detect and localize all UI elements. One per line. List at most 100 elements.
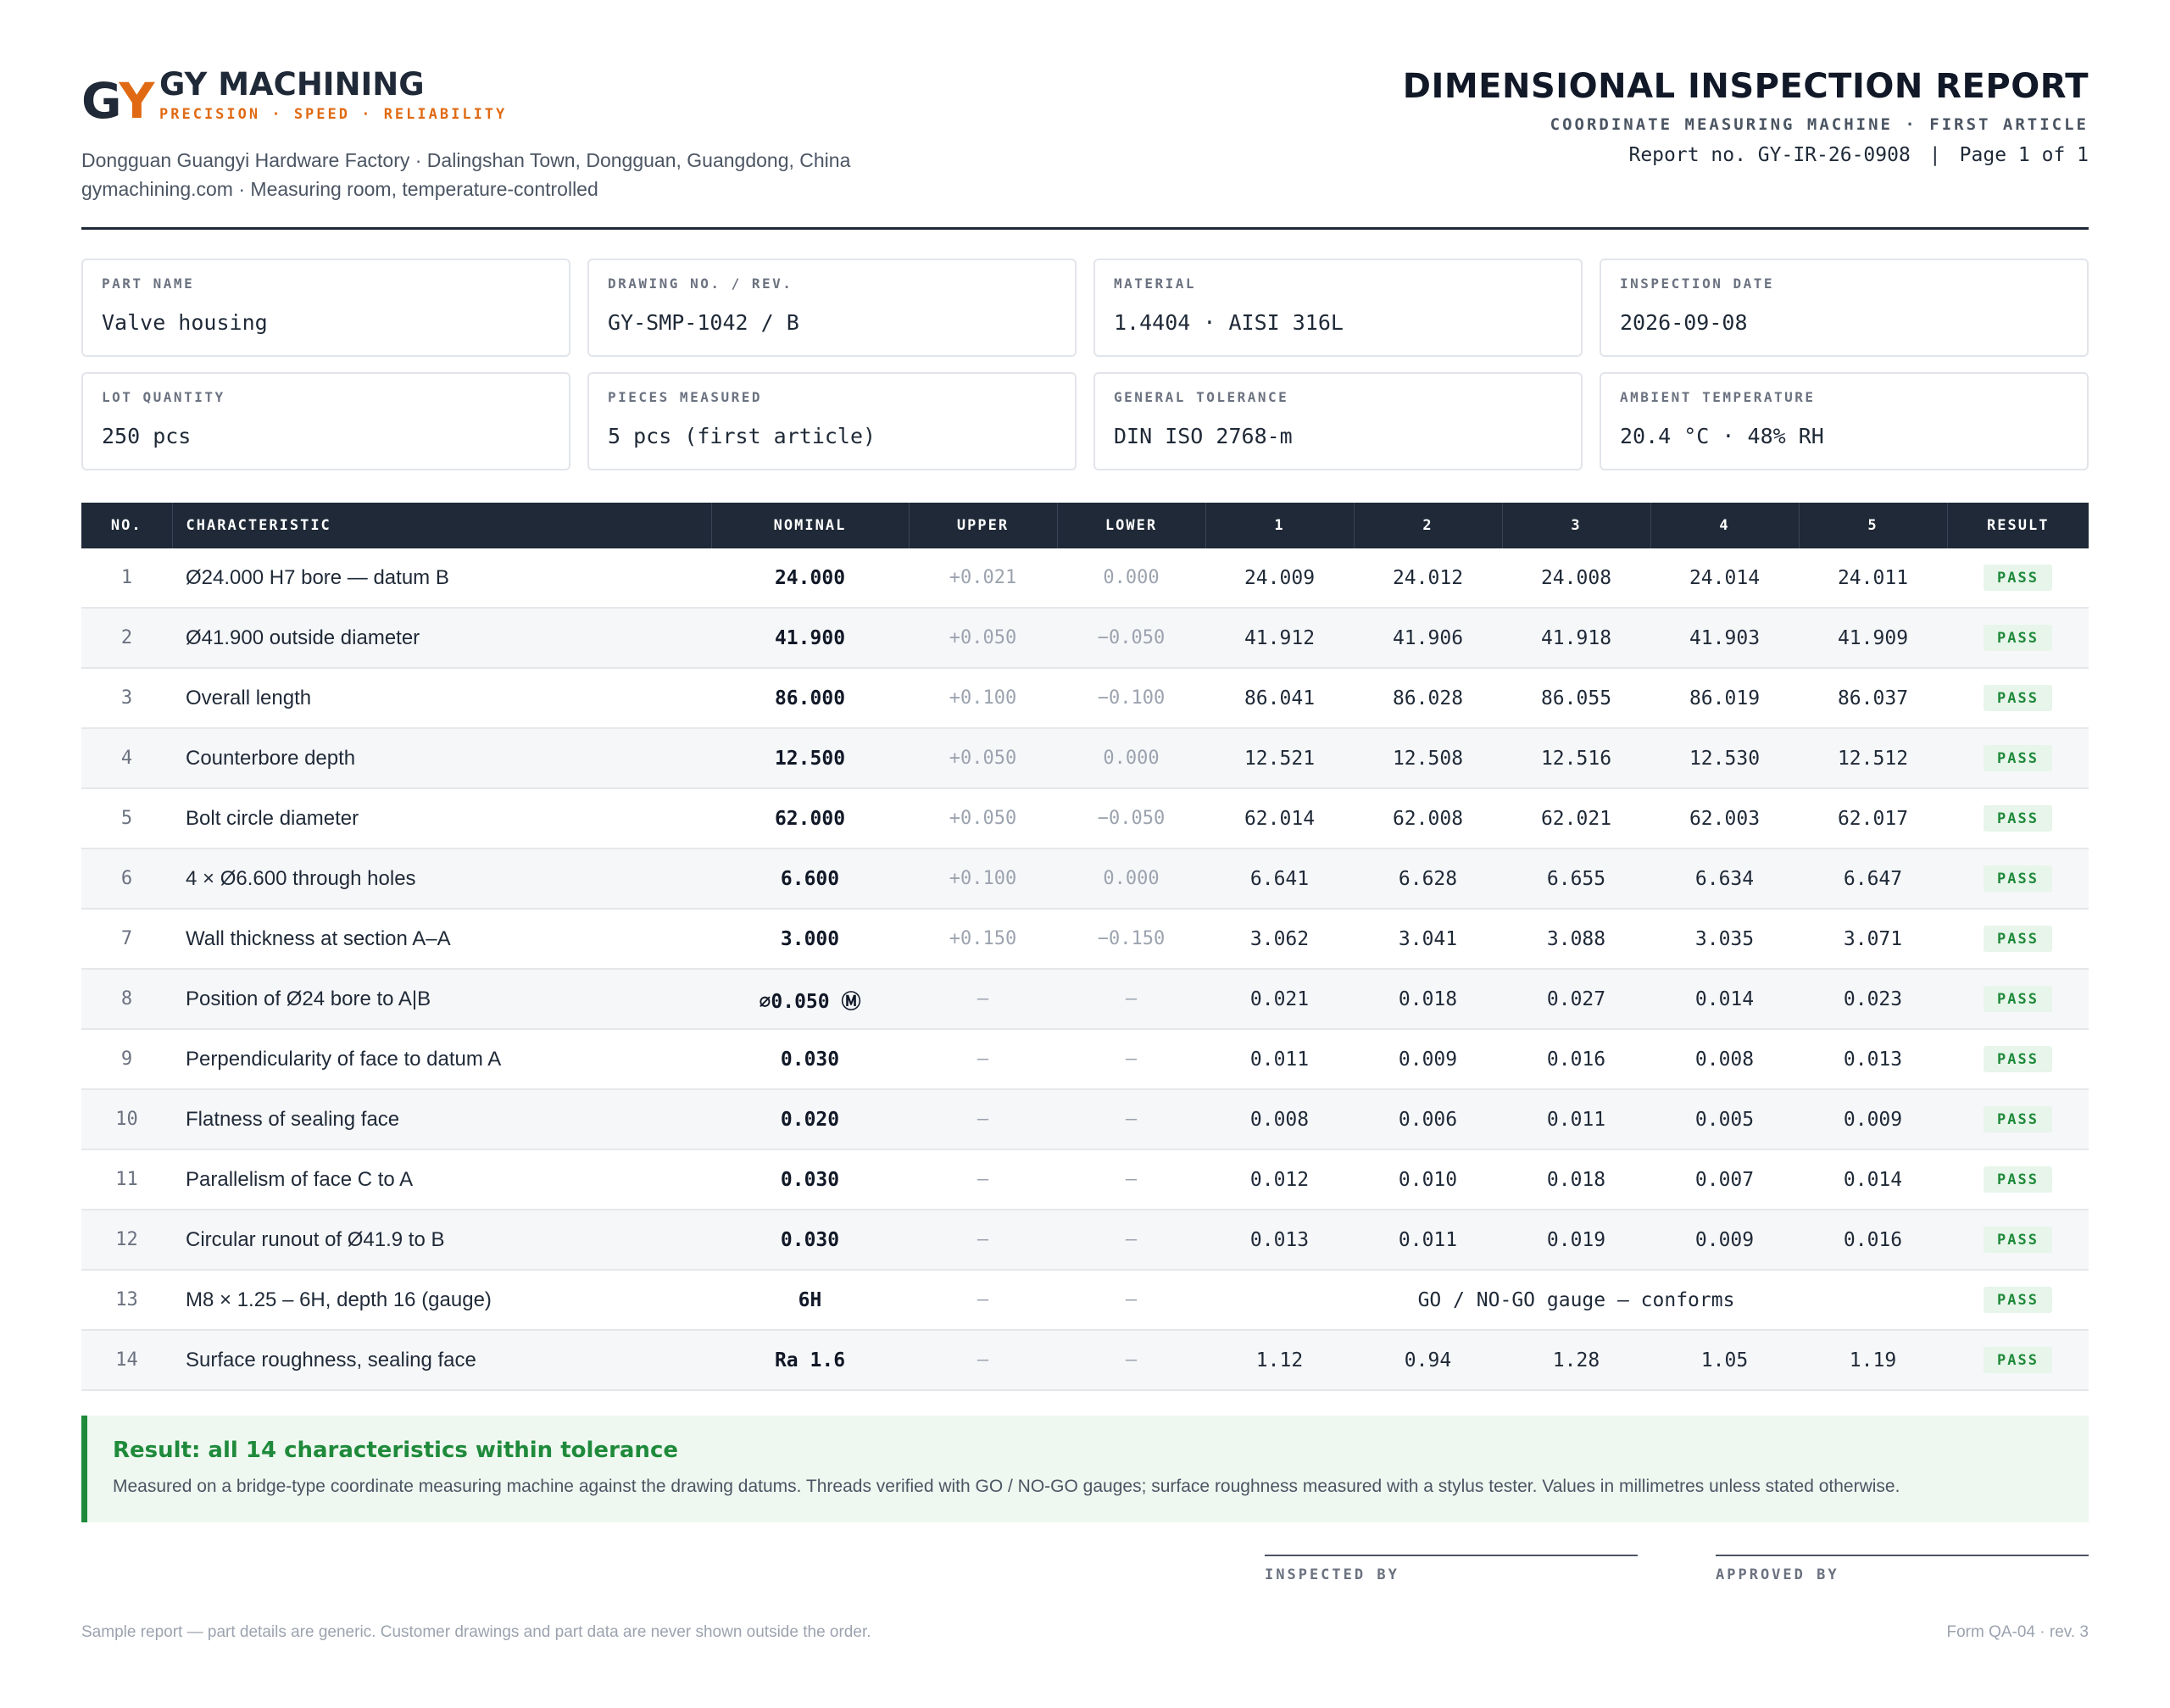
cell-measurement-4: 0.005 bbox=[1650, 1089, 1799, 1150]
info-card-lot-quantity: LOT QUANTITY 250 pcs bbox=[81, 372, 570, 470]
cell-measurement-2: 6.628 bbox=[1354, 848, 1502, 910]
cell-measurement-2: 0.010 bbox=[1354, 1149, 1502, 1210]
col-header-piece-5: 5 bbox=[1798, 503, 1947, 548]
cell-result: PASS bbox=[1947, 788, 2089, 849]
cell-result: PASS bbox=[1947, 728, 2089, 789]
cell-lower-tolerance: −0.100 bbox=[1057, 668, 1205, 729]
cell-measurement-1: 24.009 bbox=[1205, 548, 1354, 609]
pass-badge: PASS bbox=[1984, 1227, 2052, 1253]
company-address: Dongguan Guangyi Hardware Factory · Dali… bbox=[81, 146, 850, 203]
cell-lower-tolerance: – bbox=[1057, 969, 1205, 1030]
cell-lower-tolerance: – bbox=[1057, 1149, 1205, 1210]
pass-badge: PASS bbox=[1984, 1287, 2052, 1313]
cell-measurement-3: 1.28 bbox=[1502, 1330, 1650, 1391]
cell-measurement-5: 0.013 bbox=[1799, 1029, 1947, 1090]
signature-inspected: INSPECTED BY bbox=[1265, 1555, 1638, 1583]
address-line-2: gymachining.com · Measuring room, temper… bbox=[81, 178, 598, 200]
cell-measurement-3: 3.088 bbox=[1502, 909, 1650, 970]
cell-no: 13 bbox=[81, 1270, 172, 1331]
cell-measurement-5: 3.071 bbox=[1799, 909, 1947, 970]
cell-characteristic: 4 × Ø6.600 through holes bbox=[172, 848, 711, 910]
cell-measurement-4: 86.019 bbox=[1650, 668, 1799, 729]
info-card-part-name: PART NAME Valve housing bbox=[81, 259, 570, 357]
pass-badge: PASS bbox=[1984, 1106, 2052, 1132]
cell-upper-tolerance: – bbox=[909, 1149, 1057, 1210]
info-card-inspection-date: INSPECTION DATE 2026-09-08 bbox=[1600, 259, 2089, 357]
info-card-drawing-no: DRAWING NO. / REV. GY-SMP-1042 / B bbox=[587, 259, 1077, 357]
table-row: 5 Bolt circle diameter 62.000 +0.050 −0.050 6… bbox=[81, 788, 2089, 849]
cell-nominal: 6H bbox=[711, 1270, 909, 1331]
cell-measurement-5: 1.19 bbox=[1799, 1330, 1947, 1391]
card-label: DRAWING NO. / REV. bbox=[608, 275, 793, 292]
pass-badge: PASS bbox=[1984, 926, 2052, 952]
cell-lower-tolerance: – bbox=[1057, 1270, 1205, 1331]
cell-measurement-4: 0.009 bbox=[1650, 1210, 1799, 1271]
cell-measurement-5: 6.647 bbox=[1799, 848, 1947, 910]
col-header-result: RESULT bbox=[1946, 503, 2089, 548]
cell-characteristic: Perpendicularity of face to datum A bbox=[172, 1029, 711, 1090]
cell-measurement-3: 0.016 bbox=[1502, 1029, 1650, 1090]
card-value: 1.4404 · AISI 316L bbox=[1114, 310, 1344, 335]
col-header-upper: UPPER bbox=[908, 503, 1057, 548]
cell-measurement-2: 12.508 bbox=[1354, 728, 1502, 789]
summary-text: Measured on a bridge-type coordinate mea… bbox=[113, 1477, 1900, 1496]
cell-upper-tolerance: +0.050 bbox=[909, 788, 1057, 849]
cell-result: PASS bbox=[1947, 608, 2089, 669]
cell-measurement-1: 12.521 bbox=[1205, 728, 1354, 789]
cell-nominal: 24.000 bbox=[711, 548, 909, 609]
cell-measurement-3: 41.918 bbox=[1502, 608, 1650, 669]
cell-no: 12 bbox=[81, 1210, 172, 1271]
card-value: 20.4 °C · 48% RH bbox=[1620, 424, 1824, 448]
cell-characteristic: Position of Ø24 bore to A|B bbox=[172, 969, 711, 1030]
pass-badge: PASS bbox=[1984, 986, 2052, 1012]
col-header-characteristic: CHARACTERISTIC bbox=[171, 503, 711, 548]
cell-measurement-5: 12.512 bbox=[1799, 728, 1947, 789]
cell-measurement-4: 1.05 bbox=[1650, 1330, 1799, 1391]
cell-measurement-5: 41.909 bbox=[1799, 608, 1947, 669]
card-value: 5 pcs (first article) bbox=[608, 424, 876, 448]
card-label: AMBIENT TEMPERATURE bbox=[1620, 389, 1816, 405]
info-card-material: MATERIAL 1.4404 · AISI 316L bbox=[1093, 259, 1583, 357]
cell-measurement-2: 0.018 bbox=[1354, 969, 1502, 1030]
cell-measurement-3: 12.516 bbox=[1502, 728, 1650, 789]
cell-lower-tolerance: 0.000 bbox=[1057, 848, 1205, 910]
inspection-table: NO. CHARACTERISTIC NOMINAL UPPER LOWER 1… bbox=[81, 503, 2089, 1391]
info-card-ambient-temperature: AMBIENT TEMPERATURE 20.4 °C · 48% RH bbox=[1600, 372, 2089, 470]
cell-measurement-1: 0.013 bbox=[1205, 1210, 1354, 1271]
pass-badge: PASS bbox=[1984, 685, 2052, 711]
cell-nominal: 0.030 bbox=[711, 1210, 909, 1271]
col-header-piece-4: 4 bbox=[1650, 503, 1799, 548]
cell-no: 8 bbox=[81, 969, 172, 1030]
cell-result: PASS bbox=[1947, 1330, 2089, 1391]
cell-characteristic: Circular runout of Ø41.9 to B bbox=[172, 1210, 711, 1271]
card-value: DIN ISO 2768-m bbox=[1114, 424, 1293, 448]
cell-result: PASS bbox=[1947, 969, 2089, 1030]
result-summary: Result: all 14 characteristics within to… bbox=[81, 1416, 2089, 1522]
brand-block: GY MACHINING PRECISION · SPEED · RELIABI… bbox=[159, 67, 507, 122]
cell-upper-tolerance: – bbox=[909, 1270, 1057, 1331]
cell-characteristic: Parallelism of face C to A bbox=[172, 1149, 711, 1210]
cell-measurement-3: 0.027 bbox=[1502, 969, 1650, 1030]
report-meta: Report no. GY-IR-26-0908 | Page 1 of 1 bbox=[1403, 144, 2089, 166]
cell-characteristic: Ø24.000 H7 bore — datum B bbox=[172, 548, 711, 609]
cell-upper-tolerance: +0.150 bbox=[909, 909, 1057, 970]
cell-result: PASS bbox=[1947, 1210, 2089, 1271]
cell-no: 4 bbox=[81, 728, 172, 789]
cell-lower-tolerance: – bbox=[1057, 1330, 1205, 1391]
cell-measurement-3: 6.655 bbox=[1502, 848, 1650, 910]
cell-nominal: ⌀0.050 Ⓜ bbox=[711, 969, 909, 1030]
cell-measurement-1: 1.12 bbox=[1205, 1330, 1354, 1391]
card-label: LOT QUANTITY bbox=[102, 389, 225, 405]
cell-measurement-3: 86.055 bbox=[1502, 668, 1650, 729]
cell-measurement-4: 6.634 bbox=[1650, 848, 1799, 910]
cell-lower-tolerance: – bbox=[1057, 1210, 1205, 1271]
cell-upper-tolerance: +0.050 bbox=[909, 728, 1057, 789]
card-value: 2026-09-08 bbox=[1620, 310, 1748, 335]
cell-measurement-1: 0.011 bbox=[1205, 1029, 1354, 1090]
cell-upper-tolerance: – bbox=[909, 1089, 1057, 1150]
cell-upper-tolerance: – bbox=[909, 1330, 1057, 1391]
col-header-lower: LOWER bbox=[1056, 503, 1205, 548]
col-header-piece-3: 3 bbox=[1501, 503, 1650, 548]
cell-measurement-5: 0.009 bbox=[1799, 1089, 1947, 1150]
